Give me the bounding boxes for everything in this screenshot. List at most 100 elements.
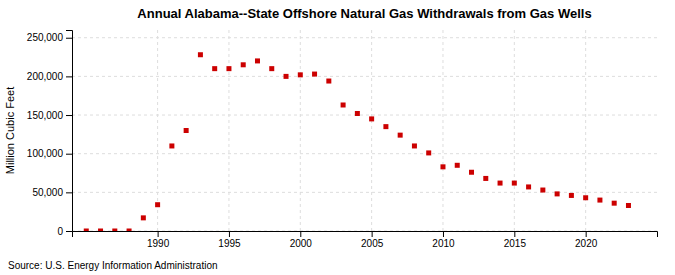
y-axis-title: Million Cubic Feet (4, 87, 16, 174)
point (355, 111, 360, 116)
tick: 200,000 (27, 71, 72, 82)
grid-line (300, 30, 301, 231)
point (155, 202, 160, 207)
grid-line (72, 192, 657, 193)
point (326, 79, 331, 84)
grid-line (72, 115, 657, 116)
points (84, 52, 631, 231)
point (312, 72, 317, 77)
point (84, 229, 89, 232)
tick-label: 2020 (575, 238, 598, 249)
point (540, 188, 545, 193)
tick-label: 1990 (147, 238, 170, 249)
point (583, 195, 588, 200)
tick-label: 200,000 (27, 71, 64, 82)
tick-label: 2015 (504, 238, 527, 249)
tick: 2020 (575, 231, 598, 249)
grid-line (442, 30, 443, 231)
tick: 50,000 (32, 187, 72, 198)
point (412, 143, 417, 148)
tick-label: 2005 (361, 238, 384, 249)
tick: 2005 (361, 231, 384, 249)
point (626, 203, 631, 208)
tick-label: 2010 (432, 238, 455, 249)
plot: 1990 1995 2000 2005 2010 2015 2020 0 50,000 100,0… (27, 30, 658, 249)
point (112, 229, 117, 232)
grid-line (72, 76, 657, 77)
tick: 150,000 (27, 110, 72, 121)
tick-mark (514, 231, 515, 237)
title: Annual Alabama--State Offshore Natural G… (137, 6, 591, 21)
point (169, 143, 174, 148)
grid-line (585, 30, 586, 231)
point (198, 52, 203, 57)
tick-mark (66, 192, 72, 193)
point (127, 229, 132, 232)
point (369, 116, 374, 121)
axis-line (66, 31, 73, 232)
tick-mark (372, 231, 373, 237)
tick: 250,000 (27, 32, 72, 43)
tick-label: 1995 (218, 238, 241, 249)
y-axis: 0 50,000 100,000 150,000 200,000 250,000 (27, 31, 73, 237)
point (212, 66, 217, 71)
chart: 1990 1995 2000 2005 2010 2015 2020 0 50,000 100,0… (0, 0, 675, 275)
point (555, 191, 560, 196)
tick: 2010 (432, 231, 455, 249)
tick-mark (66, 154, 72, 155)
tick-label: 50,000 (32, 187, 63, 198)
point (426, 150, 431, 155)
point (284, 74, 289, 79)
tick-mark (158, 231, 159, 237)
point (526, 184, 531, 189)
point (440, 164, 445, 169)
tick: 2000 (290, 231, 313, 249)
point (483, 176, 488, 181)
point (612, 201, 617, 206)
point (398, 133, 403, 138)
tick-mark (443, 231, 444, 237)
tick: 100,000 (27, 148, 72, 159)
point (184, 128, 189, 133)
point (498, 181, 503, 186)
point (455, 163, 460, 168)
tick-mark (66, 38, 72, 39)
tick-mark (586, 231, 587, 237)
tick-mark (66, 231, 72, 232)
point (469, 170, 474, 175)
grid-line (371, 30, 372, 231)
tick-label: 150,000 (27, 110, 64, 121)
point (269, 66, 274, 71)
grid-line (72, 37, 657, 38)
point (512, 181, 517, 186)
grid-line (514, 30, 515, 231)
point (597, 198, 602, 203)
point (383, 124, 388, 129)
tick-mark (300, 231, 301, 237)
point (255, 58, 260, 63)
tick-label: 2000 (290, 238, 313, 249)
tick-label: 0 (57, 226, 63, 237)
tick: 1990 (147, 231, 170, 249)
tick: 2015 (504, 231, 527, 249)
grid (72, 30, 657, 231)
grid-line (157, 30, 158, 231)
point (141, 215, 146, 220)
tick: 1995 (218, 231, 241, 249)
annotation: Source: U.S. Energy Information Administ… (8, 260, 218, 271)
point (226, 66, 231, 71)
point (341, 102, 346, 107)
grid-line (72, 153, 657, 154)
point (569, 193, 574, 198)
point (298, 72, 303, 77)
tick: 0 (57, 226, 72, 237)
point (98, 229, 103, 232)
tick-mark (229, 231, 230, 237)
tick-mark (66, 115, 72, 116)
tick-label: 250,000 (27, 32, 64, 43)
axis-line (73, 232, 658, 238)
tick-label: 100,000 (27, 148, 64, 159)
tick-mark (66, 76, 72, 77)
grid-line (228, 30, 229, 231)
point (241, 62, 246, 67)
